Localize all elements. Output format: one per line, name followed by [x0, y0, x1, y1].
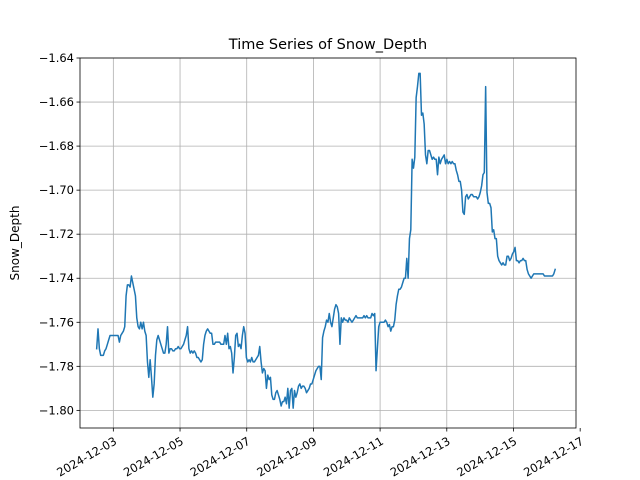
- y-tick-label: −1.72: [39, 227, 74, 241]
- y-tick-label: −1.68: [39, 139, 74, 153]
- y-tick-label: −1.66: [39, 95, 74, 109]
- series-layer: [95, 72, 557, 409]
- snow-depth-series-line: [95, 72, 557, 409]
- gridlines: [80, 57, 576, 428]
- y-axis-label: Snow_Depth: [8, 206, 22, 281]
- y-tick-label: −1.78: [39, 359, 74, 373]
- y-tick-label: −1.80: [39, 403, 74, 417]
- y-tick-label: −1.74: [39, 271, 74, 285]
- y-tick-label: −1.70: [39, 183, 74, 197]
- y-tick-label: −1.64: [39, 51, 74, 65]
- y-tick-label: −1.76: [39, 315, 74, 329]
- plot-frame: [79, 57, 577, 429]
- chart-title: Time Series of Snow_Depth: [228, 37, 427, 53]
